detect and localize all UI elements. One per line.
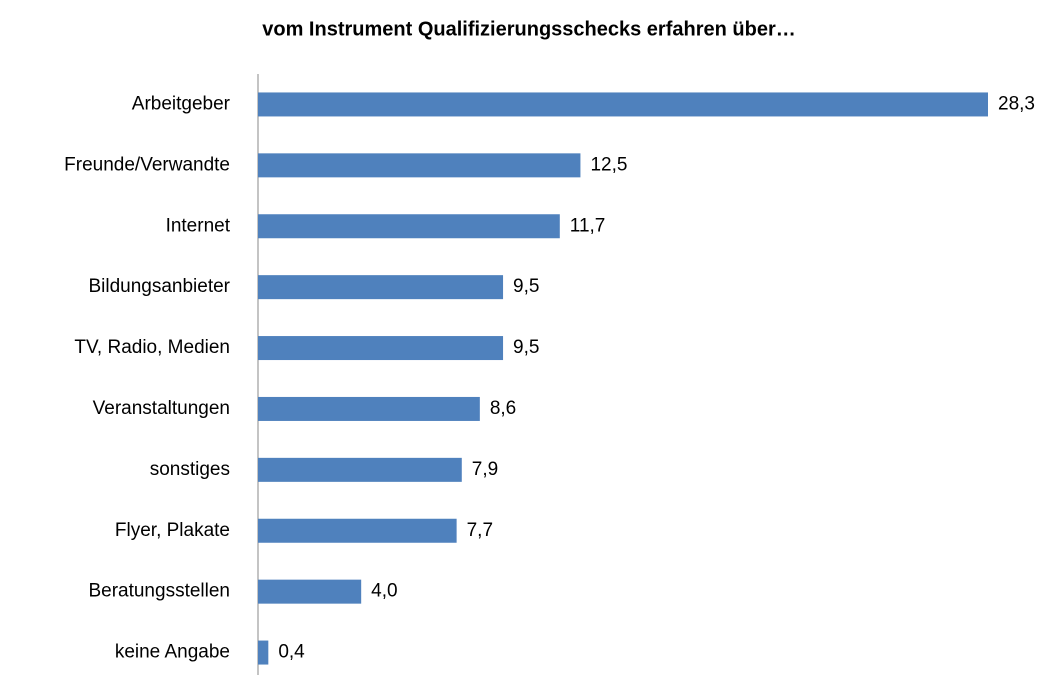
bar (258, 457, 462, 482)
value-label: 11,7 (570, 215, 606, 236)
category-label: Freunde/Verwandte (64, 154, 230, 175)
bar (258, 579, 362, 604)
value-label: 0,4 (278, 642, 305, 663)
value-label: 8,6 (490, 398, 516, 419)
category-label: Arbeitgeber (132, 93, 231, 114)
bar (258, 336, 504, 361)
category-label: TV, Radio, Medien (74, 337, 230, 358)
value-label: 9,5 (513, 276, 539, 297)
value-label: 12,5 (590, 154, 627, 175)
category-label: Veranstaltungen (93, 398, 230, 419)
bar (258, 640, 269, 665)
category-label: Internet (166, 215, 231, 236)
bar (258, 518, 457, 543)
category-label: Flyer, Plakate (115, 520, 230, 541)
category-label: Beratungsstellen (88, 581, 230, 602)
value-label: 28,3 (998, 93, 1035, 114)
bar (258, 275, 504, 300)
bar (258, 92, 988, 117)
value-label: 9,5 (513, 337, 539, 358)
bar (258, 396, 480, 421)
chart-title: vom Instrument Qualifizierungsschecks er… (262, 18, 795, 40)
category-label: sonstiges (150, 459, 230, 480)
bar (258, 214, 560, 239)
category-label: keine Angabe (115, 642, 230, 663)
category-label: Bildungsanbieter (88, 276, 230, 297)
value-label: 7,7 (467, 520, 493, 541)
value-label: 7,9 (472, 459, 498, 480)
bar (258, 153, 581, 178)
value-label: 4,0 (371, 581, 397, 602)
